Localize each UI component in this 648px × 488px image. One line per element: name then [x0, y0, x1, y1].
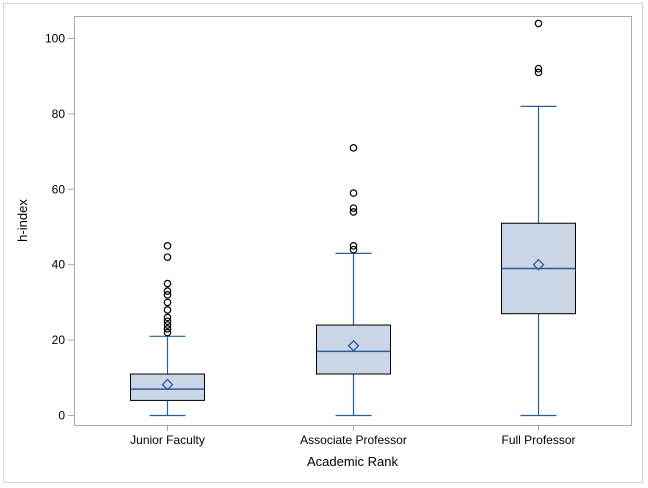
y-tick-label: 40	[52, 258, 66, 272]
outlier-point	[163, 253, 172, 261]
outlier-point	[163, 242, 172, 250]
x-tick-label: Junior Faculty	[130, 433, 205, 447]
x-tick-label: Full Professor	[501, 433, 575, 447]
mean-marker	[347, 339, 360, 352]
iqr-box	[130, 373, 205, 401]
y-tick-label: 20	[52, 333, 66, 347]
outlier-point	[163, 321, 172, 329]
outlier-point	[534, 68, 543, 77]
mean-marker	[532, 258, 545, 271]
outlier-point	[163, 328, 172, 337]
outlier-point	[163, 306, 172, 314]
outlier-point	[163, 317, 172, 326]
outlier-point	[534, 19, 543, 28]
box-group	[316, 144, 391, 417]
x-axis: Junior Faculty Associate Professor Full Pr…	[130, 425, 576, 447]
x-tick-label: Associate Professor	[300, 433, 407, 447]
outlier-point	[349, 189, 358, 197]
mean-marker	[161, 378, 174, 391]
y-tick-label: 60	[52, 182, 66, 196]
boxes-layer	[130, 19, 576, 417]
outlier-point	[349, 144, 358, 152]
y-axis-label: h-index	[15, 199, 30, 242]
box-group	[130, 242, 205, 417]
outlier-point	[163, 287, 172, 295]
x-axis-label: Academic Rank	[307, 454, 399, 469]
outlier-point	[349, 204, 358, 212]
outlier-point	[349, 208, 358, 216]
outlier-point	[349, 242, 358, 250]
iqr-box	[316, 324, 391, 375]
outlier-point	[163, 291, 172, 299]
y-axis: 0 20 40 60 80 100	[45, 32, 75, 423]
y-tick-label: 0	[58, 409, 65, 423]
outlier-point	[534, 64, 543, 73]
outlier-point	[349, 245, 358, 254]
outlier-point	[163, 313, 172, 322]
outlier-point	[163, 279, 172, 288]
box-group	[501, 19, 576, 417]
y-tick-label: 100	[45, 32, 65, 46]
outlier-point	[163, 298, 172, 307]
y-tick-label: 80	[52, 107, 66, 121]
outlier-point	[163, 324, 172, 333]
